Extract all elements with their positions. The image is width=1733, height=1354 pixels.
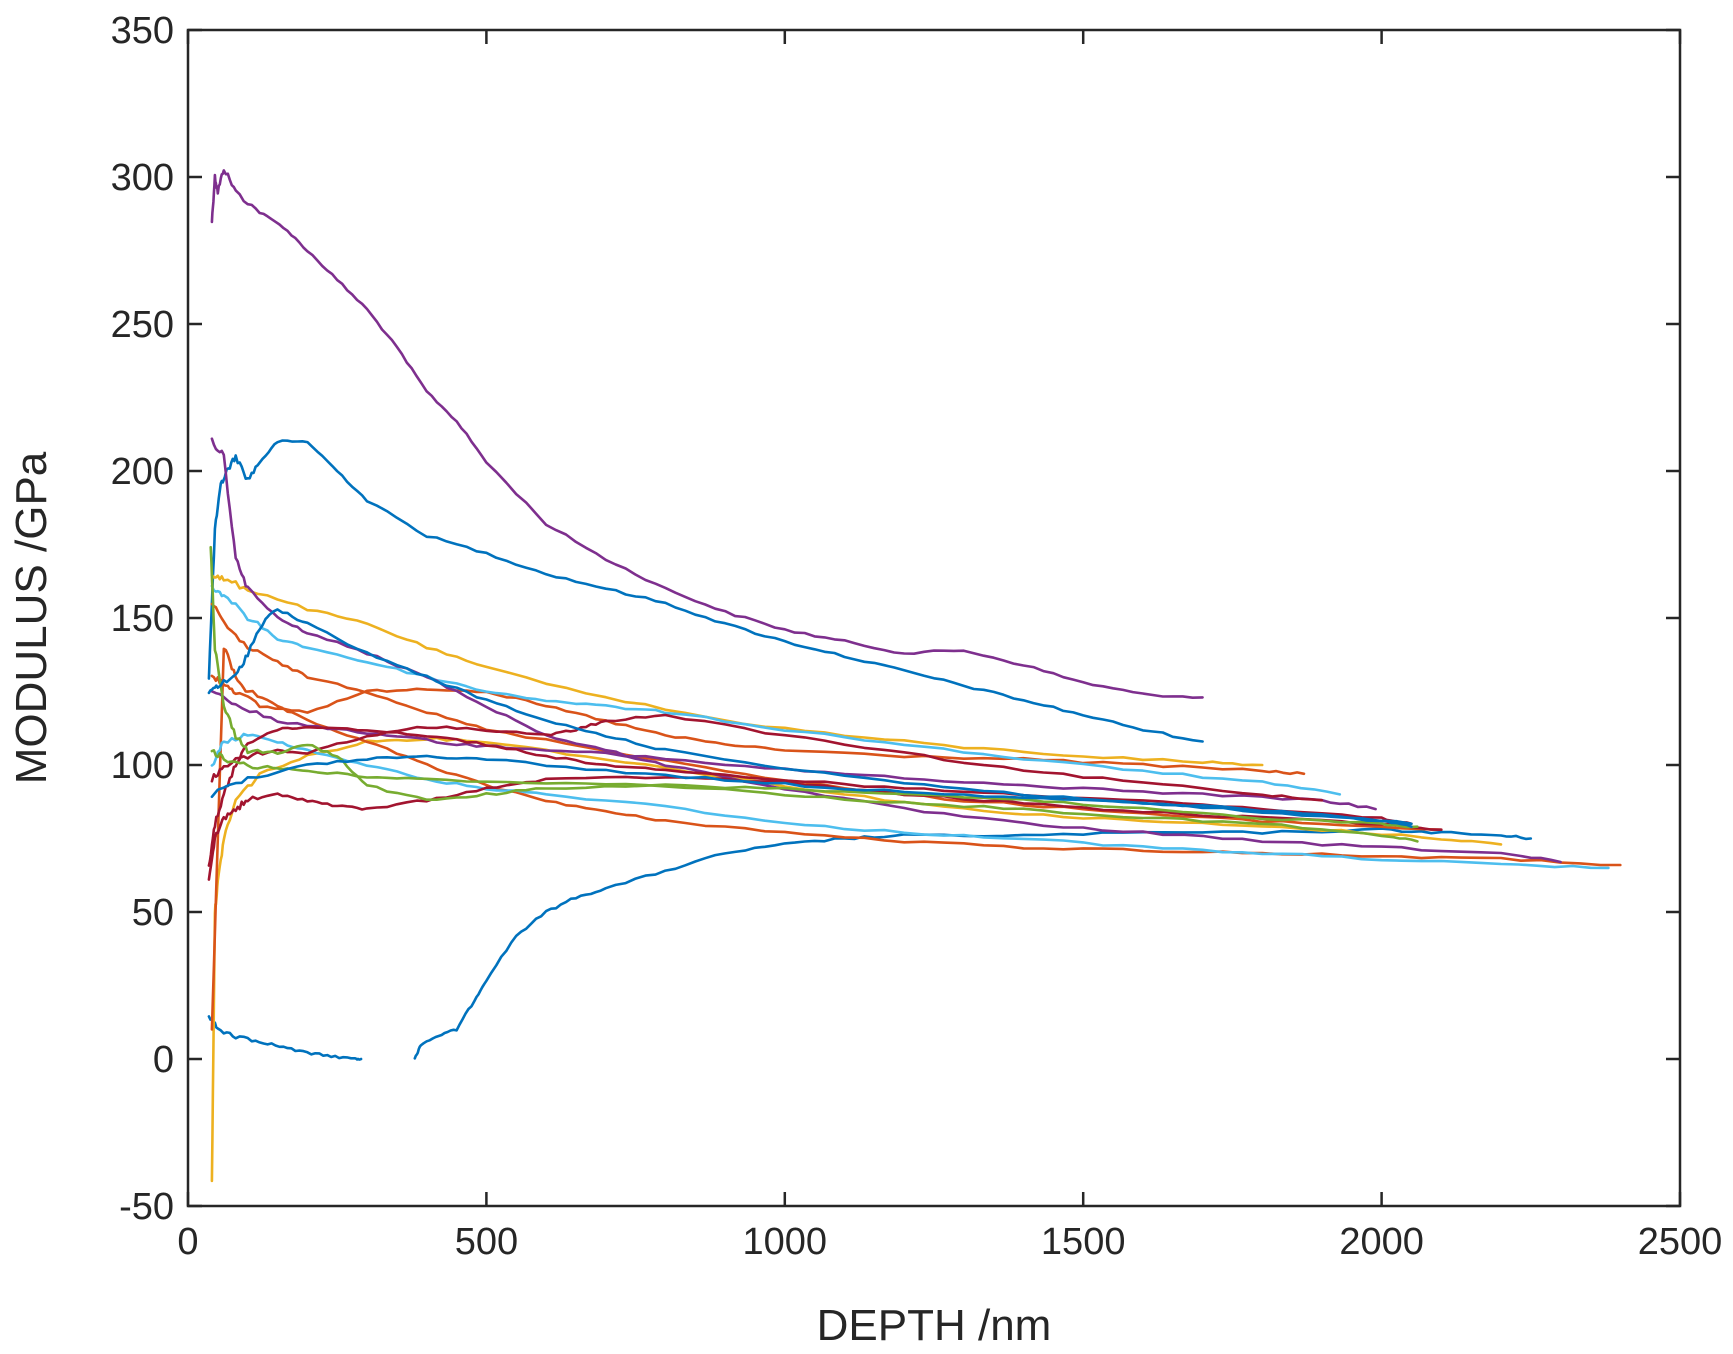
plot-frame: [186, 28, 1682, 1208]
series-line-purple-high: [210, 169, 1204, 699]
x-tick-label: 2500: [1638, 1221, 1723, 1263]
series-line-green-2: [210, 749, 1419, 843]
y-tick-label: 0: [153, 1039, 174, 1081]
series-line-yellow-1: [210, 573, 1264, 767]
series-line-blue-high: [207, 439, 1204, 743]
series-line-blue-low-start: [207, 1015, 363, 1061]
x-tick-label: 2000: [1339, 1221, 1424, 1263]
series-line-red-2: [207, 775, 1443, 881]
series-line-purple-2: [210, 437, 1562, 864]
x-tick-label: 1500: [1041, 1221, 1126, 1263]
series-line-blue-bottom: [413, 827, 1533, 1060]
x-tick-labels: 0 500 1000 1500 2000 2500: [177, 1221, 1722, 1263]
x-axis-title: DEPTH /nm: [817, 1301, 1052, 1350]
y-tick-label: 150: [111, 598, 174, 640]
series-line-purple-3: [210, 690, 1377, 811]
y-axis-title: MODULUS /GPa: [7, 451, 56, 784]
series-line-blue-mid-2: [210, 754, 1413, 826]
x-tick-label: 500: [455, 1221, 518, 1263]
y-tick-label: 50: [132, 892, 174, 934]
x-tick-label: 1000: [743, 1221, 828, 1263]
axis-ticks: [186, 28, 1682, 1208]
x-tick-label: 0: [177, 1221, 198, 1263]
series-line-yellow-2: [210, 736, 1503, 1183]
y-tick-labels: -50 0 50 100 150 200 250 300 350: [111, 10, 174, 1228]
y-tick-label: 350: [111, 10, 174, 52]
y-tick-label: 300: [111, 157, 174, 199]
series-line-cyan-1: [210, 584, 1342, 796]
series-line-green-1: [209, 545, 1419, 829]
y-tick-label: 200: [111, 451, 174, 493]
y-tick-label: 250: [111, 304, 174, 346]
y-tick-label: -50: [119, 1186, 174, 1228]
y-tick-label: 100: [111, 745, 174, 787]
series-line-cyan-2: [210, 732, 1610, 870]
series-layer: [207, 169, 1622, 1183]
